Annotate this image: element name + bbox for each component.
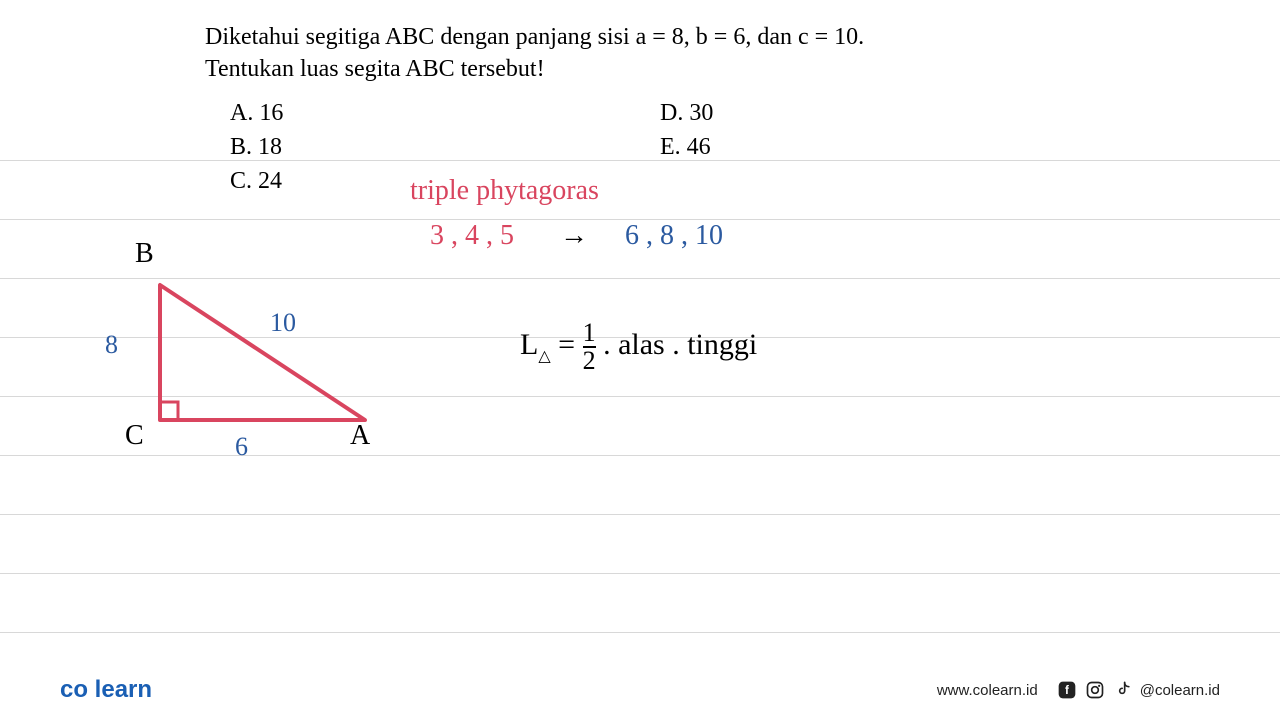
formula-dot-2: . bbox=[672, 328, 680, 361]
formula-numerator: 1 bbox=[583, 320, 596, 346]
formula-tinggi: tinggi bbox=[687, 328, 757, 361]
facebook-icon: f bbox=[1056, 679, 1078, 701]
social-handle: @colearn.id bbox=[1140, 682, 1220, 699]
vertex-a: A bbox=[350, 420, 370, 452]
logo: co learn bbox=[60, 676, 152, 704]
ruled-line bbox=[0, 573, 1280, 574]
triangle-shape bbox=[160, 285, 365, 420]
formula-dot-1: . bbox=[603, 328, 611, 361]
formula-alas: alas bbox=[618, 328, 665, 361]
option-a: A. 16 bbox=[230, 100, 283, 127]
formula-denominator: 2 bbox=[583, 346, 596, 374]
side-ab: 10 bbox=[270, 308, 296, 338]
annotation-6810: 6 , 8 , 10 bbox=[625, 220, 723, 252]
question-line-1: Diketahui segitiga ABC dengan panjang si… bbox=[205, 24, 864, 51]
right-angle-marker bbox=[160, 402, 178, 420]
instagram-icon bbox=[1084, 679, 1106, 701]
ruled-line bbox=[0, 455, 1280, 456]
side-ca: 6 bbox=[235, 432, 248, 462]
formula-triangle-sub: △ bbox=[538, 348, 550, 365]
annotation-345: 3 , 4 , 5 bbox=[430, 220, 514, 252]
vertex-c: C bbox=[125, 420, 144, 452]
footer: co learn www.colearn.id f @colearn.id bbox=[0, 660, 1280, 720]
annotation-triple-phytagoras: triple phytagoras bbox=[410, 175, 599, 207]
option-e: E. 46 bbox=[660, 134, 711, 161]
formula-l: L bbox=[520, 328, 538, 361]
footer-right: www.colearn.id f @colearn.id bbox=[937, 679, 1220, 701]
svg-text:f: f bbox=[1065, 684, 1069, 697]
option-b: B. 18 bbox=[230, 134, 282, 161]
logo-text: co learn bbox=[60, 676, 152, 703]
vertex-b: B bbox=[135, 238, 154, 270]
question-line-2: Tentukan luas segita ABC tersebut! bbox=[205, 56, 545, 83]
side-bc: 8 bbox=[105, 330, 118, 360]
area-formula: L△ = 1 2 . alas . tinggi bbox=[520, 320, 757, 374]
tiktok-icon bbox=[1112, 679, 1134, 701]
ruled-line bbox=[0, 514, 1280, 515]
option-d: D. 30 bbox=[660, 100, 713, 127]
website-url: www.colearn.id bbox=[937, 682, 1038, 699]
ruled-line bbox=[0, 160, 1280, 161]
ruled-line bbox=[0, 632, 1280, 633]
option-c: C. 24 bbox=[230, 168, 282, 195]
annotation-arrow: → bbox=[560, 220, 588, 252]
social-icons: f @colearn.id bbox=[1056, 679, 1220, 701]
formula-equals: = bbox=[558, 328, 575, 361]
